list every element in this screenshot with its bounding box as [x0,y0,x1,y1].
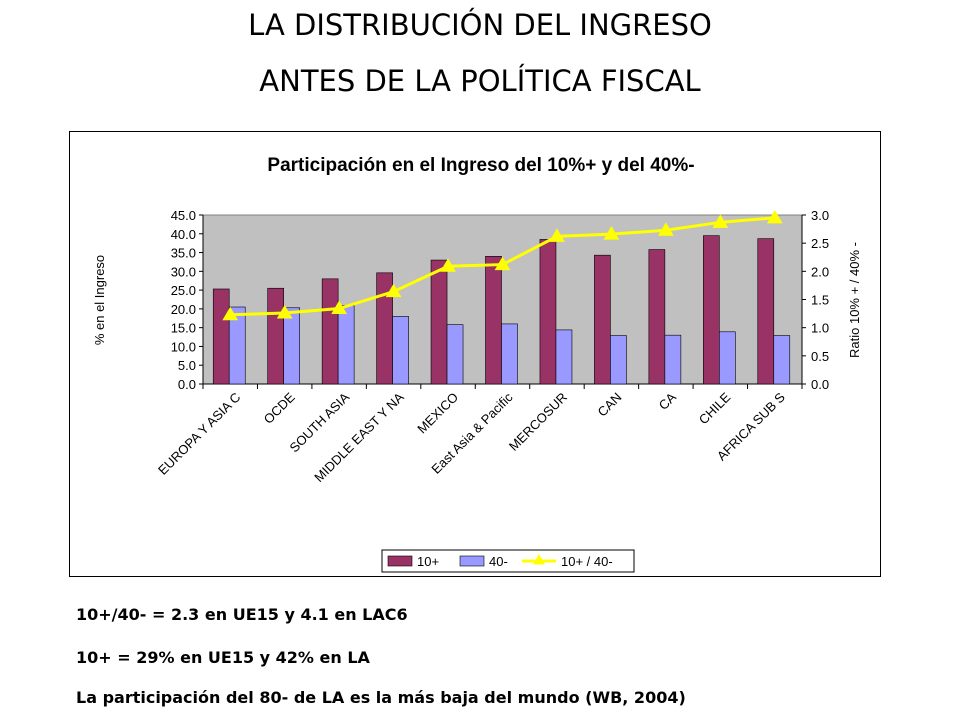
y-tick-label: 15.0 [171,321,196,336]
bar-40minus [283,307,300,385]
legend-label-40minus: 40- [489,554,508,569]
bar-10plus [757,238,775,385]
note-line-2: 10+ = 29% en UE15 y 42% en LA [76,648,370,667]
y-tick-label: 35.0 [171,246,196,261]
bar-10plus [212,288,230,385]
y-tick-label: 5.0 [178,358,196,373]
x-category-label: CAN [595,390,625,420]
legend-swatch-10plus [387,555,413,567]
bar-40minus [337,305,355,385]
x-category-label: CA [656,389,680,413]
bar-40minus [555,329,573,385]
bar-40minus [610,335,627,385]
x-category-label: MIDDLE EAST Y NA [311,389,407,485]
y2-axis-title: Ratio 10% + / 40% - [847,242,862,358]
income-share-chart: Participación en el Ingreso del 10%+ y d… [92,155,862,573]
ratio-marker [494,256,511,271]
note-line-1: 10+/40- = 2.3 en UE15 y 4.1 en LAC6 [76,605,408,624]
bar-10plus [539,239,557,385]
bar-40minus [501,323,518,385]
y-axis-title: % en el Ingreso [92,255,107,345]
bar-10plus [485,256,502,385]
bar-40minus [228,306,246,385]
bar-40minus [392,316,409,385]
y2-tick-label: 2.5 [811,236,829,251]
slide-title-line-2: ANTES DE LA POLÍTICA FISCAL [259,64,701,98]
chart-frame: Participación en el Ingreso del 10%+ y d… [69,131,881,577]
ratio-marker [276,305,293,319]
legend-label-ratio: 10+ / 40- [561,554,613,569]
x-category-label: CHILE [696,389,734,427]
bar-40minus [773,335,791,385]
legend-label-10plus: 10+ [417,554,439,569]
bar-10plus [267,287,284,385]
ratio-marker [603,226,620,240]
ratio-marker [331,300,348,315]
bar-40minus [446,324,464,385]
y-tick-label: 25.0 [171,283,196,298]
x-category-label: MEXICO [414,390,461,437]
y-tick-label: 40.0 [171,227,196,242]
slide-title-line-1: LA DISTRIBUCIÓN DEL INGRESO [248,8,712,42]
x-category-label: EUROPA Y ASIA C [155,390,243,478]
bar-10plus [703,235,720,385]
y2-tick-label: 1.0 [811,321,829,336]
chart-title: Participación en el Ingreso del 10%+ y d… [267,155,694,176]
bar-10plus [430,259,448,385]
x-category-label: MERCOSUR [506,390,570,454]
ratio-marker [549,228,565,242]
y-tick-label: 10.0 [171,339,196,354]
bar-10plus [648,249,666,385]
bar-40minus [719,331,736,385]
legend-swatch-40minus [459,555,485,567]
bar-10plus [321,278,339,385]
y-tick-label: 30.0 [171,264,196,279]
y2-tick-label: 3.0 [811,208,829,223]
ratio-marker [766,209,783,224]
legend: 10+ 40- 10+ / 40- [381,549,635,573]
y-tick-label: 45.0 [171,208,196,223]
ratio-marker [712,214,729,228]
legend-marker-ratio [533,553,545,565]
y2-tick-label: 0.0 [811,377,829,392]
note-line-3: La participación del 80- de LA es la más… [76,688,686,707]
ratio-marker [385,283,402,298]
ratio-marker [440,258,456,272]
x-category-label: OCDE [261,389,298,426]
y2-tick-label: 2.0 [811,264,829,279]
bar-40minus [664,334,682,385]
ratio-marker [222,306,239,321]
y2-tick-label: 0.5 [811,349,829,364]
bar-10plus [594,254,611,385]
y-tick-label: 0.0 [178,377,196,392]
y-tick-label: 20.0 [171,302,196,317]
ratio-marker [657,222,674,236]
y2-tick-label: 1.5 [811,293,829,308]
